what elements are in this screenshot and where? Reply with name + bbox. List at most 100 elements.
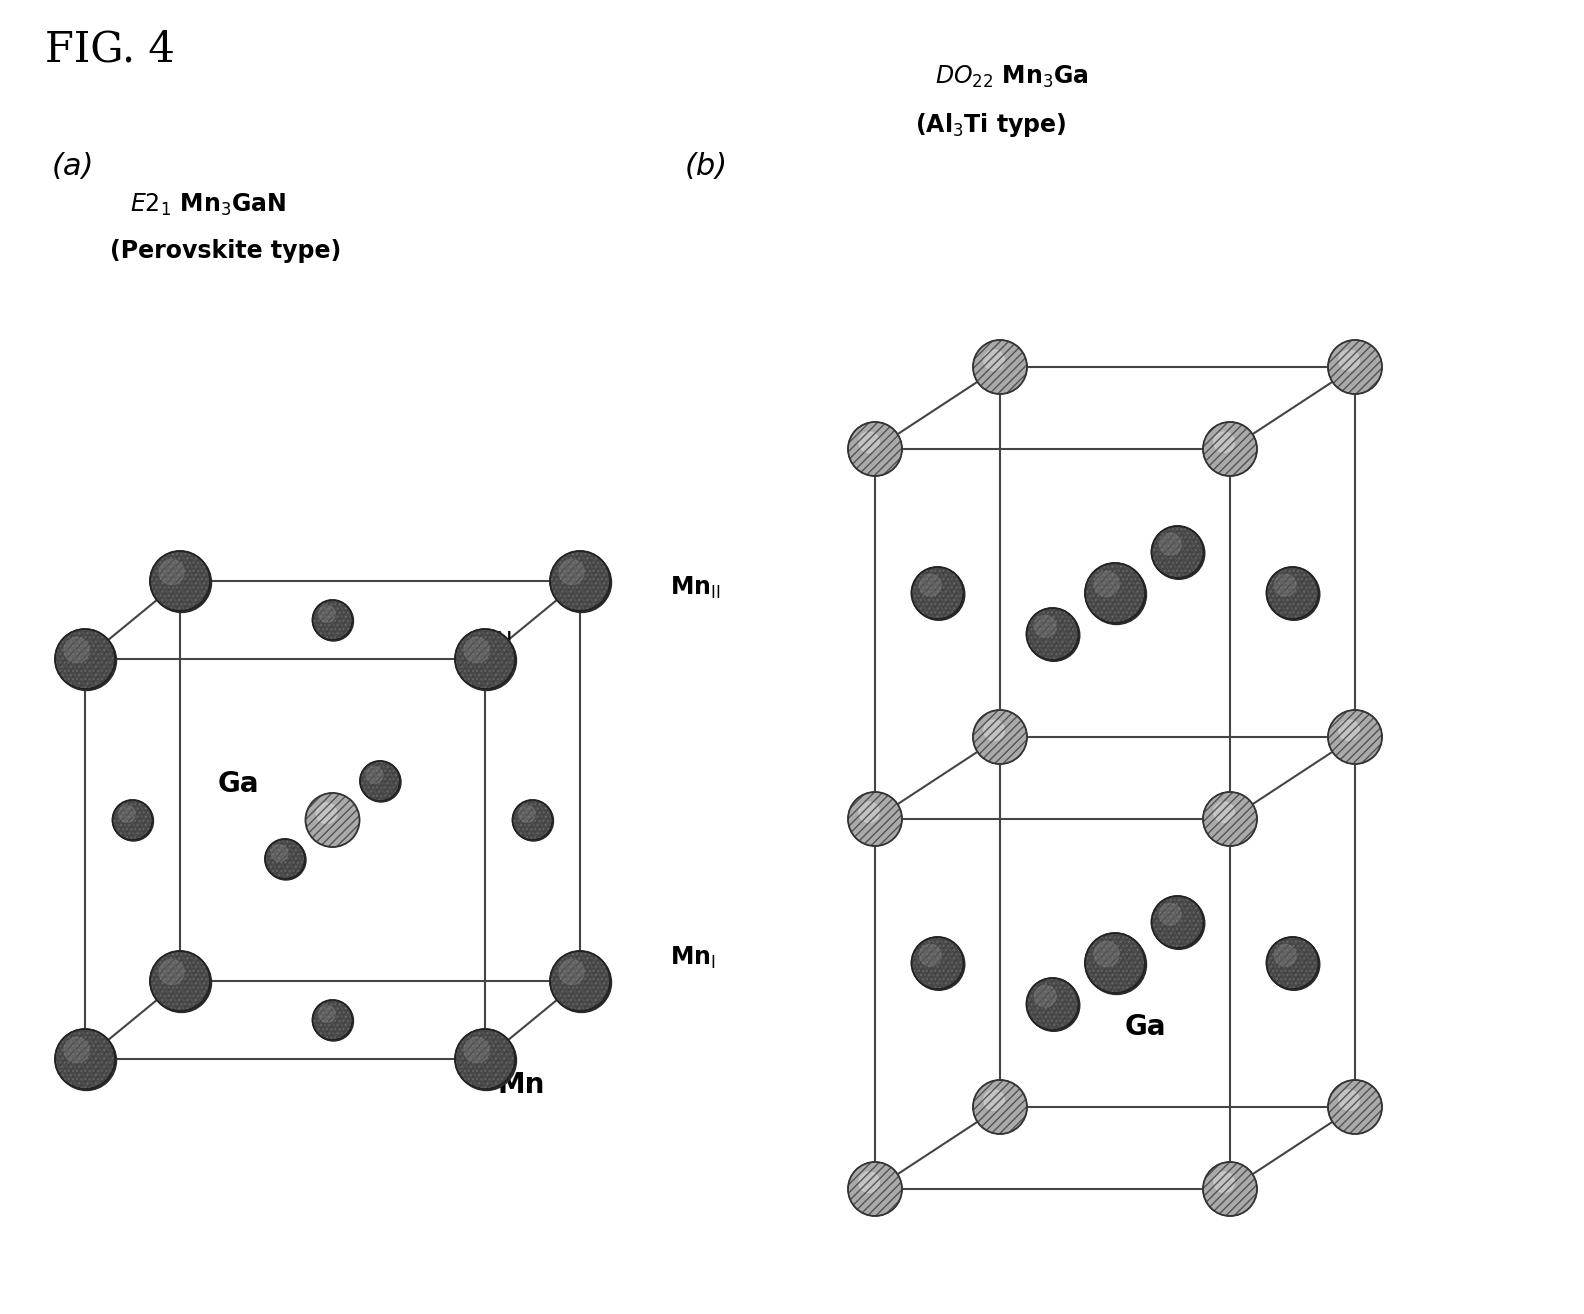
Circle shape xyxy=(550,551,610,611)
Circle shape xyxy=(55,629,116,689)
Text: Mn$_{\rm{I}}$: Mn$_{\rm{I}}$ xyxy=(670,945,716,971)
Circle shape xyxy=(1085,562,1145,623)
Circle shape xyxy=(1338,720,1359,741)
Circle shape xyxy=(112,800,152,840)
Circle shape xyxy=(911,937,963,989)
Circle shape xyxy=(1213,802,1234,823)
Circle shape xyxy=(559,959,584,984)
Circle shape xyxy=(1213,432,1234,452)
Circle shape xyxy=(919,945,941,966)
Text: Mn$_{\rm{II}}$: Mn$_{\rm{II}}$ xyxy=(670,576,721,600)
Circle shape xyxy=(847,792,901,846)
Circle shape xyxy=(265,840,306,879)
Text: N: N xyxy=(494,629,513,654)
Circle shape xyxy=(859,432,879,452)
Circle shape xyxy=(1034,986,1057,1007)
Circle shape xyxy=(847,422,901,476)
Text: Ga: Ga xyxy=(217,770,260,798)
Text: Mn: Mn xyxy=(497,1071,545,1099)
Circle shape xyxy=(1026,978,1079,1030)
Circle shape xyxy=(1338,350,1359,371)
Circle shape xyxy=(464,637,489,662)
Circle shape xyxy=(455,629,515,689)
Text: $\mathit{DO}_{\mathit{22}}$ Mn$_3$Ga: $\mathit{DO}_{\mathit{22}}$ Mn$_3$Ga xyxy=(935,64,1088,91)
Circle shape xyxy=(152,953,212,1013)
Circle shape xyxy=(312,1000,353,1039)
Circle shape xyxy=(984,1091,1004,1110)
Circle shape xyxy=(1202,422,1258,476)
Circle shape xyxy=(119,805,135,823)
Circle shape xyxy=(150,951,211,1010)
Circle shape xyxy=(114,802,154,841)
Circle shape xyxy=(1152,526,1204,578)
Circle shape xyxy=(1327,710,1381,763)
Circle shape xyxy=(973,1080,1026,1134)
Circle shape xyxy=(456,631,516,690)
Circle shape xyxy=(1087,934,1147,995)
Circle shape xyxy=(912,938,965,991)
Circle shape xyxy=(1267,938,1319,991)
Circle shape xyxy=(318,1005,336,1022)
Circle shape xyxy=(456,1030,516,1091)
Circle shape xyxy=(859,1172,879,1193)
Circle shape xyxy=(464,1037,489,1063)
Circle shape xyxy=(1087,565,1147,624)
Circle shape xyxy=(513,802,553,841)
Circle shape xyxy=(266,840,306,880)
Circle shape xyxy=(314,600,353,641)
Circle shape xyxy=(1213,1172,1234,1193)
Circle shape xyxy=(1153,897,1205,949)
Circle shape xyxy=(150,551,211,611)
Text: FIG. 4: FIG. 4 xyxy=(44,29,174,71)
Circle shape xyxy=(57,631,117,690)
Circle shape xyxy=(318,606,336,623)
Circle shape xyxy=(1028,610,1080,661)
Circle shape xyxy=(1085,933,1145,993)
Circle shape xyxy=(1327,340,1381,394)
Circle shape xyxy=(551,953,611,1013)
Circle shape xyxy=(306,794,360,848)
Circle shape xyxy=(984,350,1004,371)
Circle shape xyxy=(1159,533,1182,555)
Circle shape xyxy=(360,761,401,802)
Circle shape xyxy=(314,1001,353,1041)
Circle shape xyxy=(973,340,1026,394)
Circle shape xyxy=(1153,527,1205,579)
Text: (Perovskite type): (Perovskite type) xyxy=(109,239,341,263)
Circle shape xyxy=(1026,608,1079,660)
Text: Ga: Ga xyxy=(1125,1013,1166,1041)
Circle shape xyxy=(158,560,184,585)
Circle shape xyxy=(1267,568,1319,620)
Circle shape xyxy=(1274,574,1296,597)
Circle shape xyxy=(1095,572,1120,597)
Circle shape xyxy=(152,552,212,612)
Circle shape xyxy=(1274,945,1296,966)
Circle shape xyxy=(911,568,963,619)
Circle shape xyxy=(158,959,184,984)
Circle shape xyxy=(919,574,941,597)
Circle shape xyxy=(513,800,553,840)
Circle shape xyxy=(859,802,879,823)
Circle shape xyxy=(1159,903,1182,925)
Circle shape xyxy=(63,1037,89,1063)
Text: (a): (a) xyxy=(52,152,95,181)
Circle shape xyxy=(361,762,401,802)
Text: (b): (b) xyxy=(684,152,729,181)
Circle shape xyxy=(1202,1162,1258,1215)
Circle shape xyxy=(1095,941,1120,967)
Circle shape xyxy=(1267,937,1318,989)
Text: $\mathit{E2}_{\mathit{1}}$ Mn$_3$GaN: $\mathit{E2}_{\mathit{1}}$ Mn$_3$GaN xyxy=(130,192,287,218)
Circle shape xyxy=(55,1029,116,1089)
Circle shape xyxy=(455,1029,515,1089)
Circle shape xyxy=(1028,979,1080,1031)
Circle shape xyxy=(973,710,1026,763)
Text: (Al$_3$Ti type): (Al$_3$Ti type) xyxy=(916,110,1066,139)
Circle shape xyxy=(1202,792,1258,846)
Circle shape xyxy=(57,1030,117,1091)
Circle shape xyxy=(1034,615,1057,637)
Circle shape xyxy=(312,600,353,640)
Circle shape xyxy=(1338,1091,1359,1110)
Circle shape xyxy=(271,845,288,862)
Circle shape xyxy=(984,720,1004,741)
Circle shape xyxy=(1267,568,1318,619)
